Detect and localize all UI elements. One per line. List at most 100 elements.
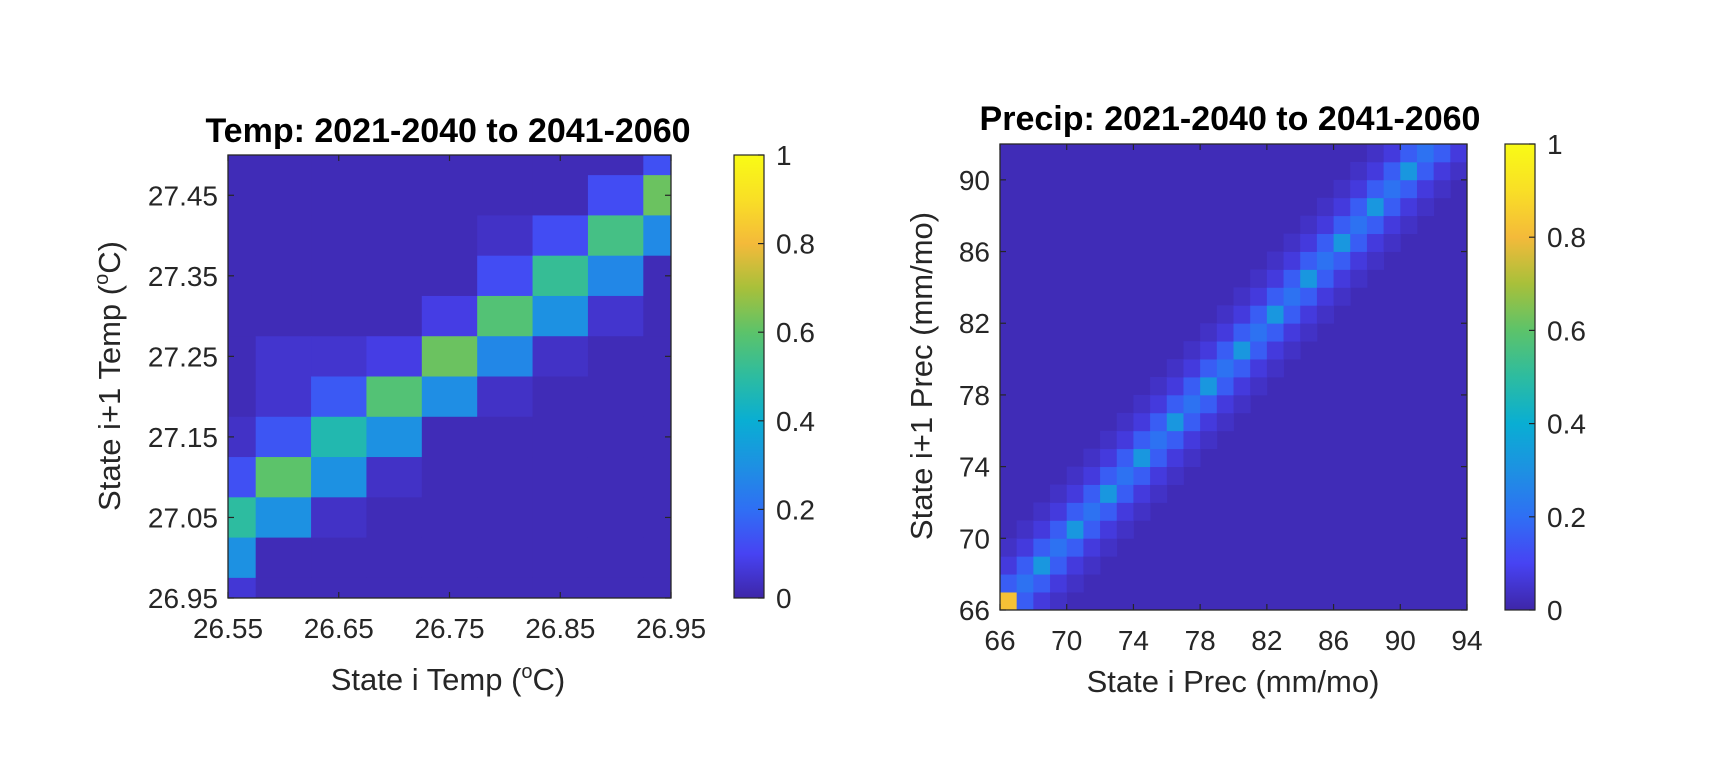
precip-heatmap-cell <box>1450 161 1468 181</box>
precip-heatmap-cell <box>1100 520 1118 539</box>
temp-heatmap-cell <box>477 175 534 216</box>
precip-y-tick-label: 78 <box>959 380 990 411</box>
temp-heatmap-cell <box>643 215 672 257</box>
temp-colorbar-gradient <box>734 155 764 598</box>
temp-heatmap-cell <box>366 376 423 418</box>
temp-heatmap-cell <box>421 175 478 216</box>
precip-axes-box <box>999 143 1468 611</box>
precip-heatmap-cell <box>1366 144 1385 163</box>
temp-heatmap-cell <box>311 537 367 579</box>
precip-heatmap-cell <box>1133 502 1151 521</box>
precip-heatmap-cell <box>1316 215 1334 235</box>
precip-heatmap-cell <box>1350 215 1368 235</box>
temp-heatmap-cell <box>532 577 589 599</box>
precip-y-tick-label: 82 <box>959 308 990 339</box>
precip-heatmap-cell <box>1000 592 1018 611</box>
temp-heatmap-cell <box>477 376 534 418</box>
temp-heatmap-cell <box>587 175 644 216</box>
temp-heatmap-cell <box>366 336 423 377</box>
temp-x-ticks: 26.55 26.65 26.75 26.85 26.95 <box>193 155 706 644</box>
precip-heatmap-cell <box>1366 251 1385 270</box>
precip-heatmap-cell <box>1133 466 1151 485</box>
precip-heatmap-cell <box>1050 556 1068 575</box>
temp-heatmap-cell <box>228 577 257 599</box>
precip-heatmap-cell <box>1116 520 1134 539</box>
precip-heatmap-cell <box>1333 215 1351 235</box>
precip-heatmap-cell <box>1083 556 1101 575</box>
temp-heatmap-cell <box>477 497 534 539</box>
temp-heatmap-cell <box>532 155 589 176</box>
temp-heatmap-cell <box>587 497 644 539</box>
precip-heatmap-cell <box>1216 359 1234 378</box>
precip-heatmap-cell <box>1233 394 1251 414</box>
temp-y-tick-label: 27.05 <box>148 502 218 533</box>
temp-heatmap-cell <box>255 577 312 599</box>
precip-heatmap-cell <box>1083 448 1101 468</box>
precip-heatmap-cell <box>1033 592 1051 611</box>
precip-heatmap-cell <box>1116 484 1134 503</box>
precip-x-tick-label: 66 <box>984 625 1015 656</box>
temp-heatmap-cell <box>366 577 423 599</box>
precip-heatmap-cell <box>1166 448 1184 468</box>
precip-heatmap-cell <box>1016 538 1034 557</box>
temp-heatmap-cell <box>587 376 644 418</box>
precip-heatmap-cell <box>1066 502 1084 521</box>
temp-y-tick-label: 27.25 <box>148 341 218 372</box>
precip-heatmap-cell <box>1183 359 1201 378</box>
precip-heatmap-cell <box>1366 179 1385 199</box>
temp-heatmap-cell <box>587 537 644 579</box>
precip-heatmap-cell <box>1216 394 1234 414</box>
precip-heatmap-cell <box>1283 287 1301 306</box>
precip-heatmap-cell <box>1266 269 1284 288</box>
precip-heatmap-cell <box>1316 305 1334 324</box>
precip-heatmap-cell <box>1166 412 1184 432</box>
precip-heatmap-cell <box>1400 179 1418 199</box>
temp-heatmap-cell <box>477 577 534 599</box>
precip-heatmap-cell <box>1100 502 1118 521</box>
precip-heatmap-cell <box>1300 233 1318 252</box>
precip-y-tick-label: 74 <box>959 452 990 483</box>
temp-title: Temp: 2021-2040 to 2041-2060 <box>205 112 690 150</box>
precip-heatmap-cell <box>1133 484 1151 503</box>
temp-heatmap-cell <box>228 376 257 418</box>
precip-heatmap-cell <box>1250 305 1268 324</box>
temp-colorbar-tick-label: 0.2 <box>776 494 815 525</box>
precip-heatmap-cell <box>1200 323 1218 342</box>
temp-heatmap-cell <box>532 416 589 458</box>
precip-heatmap-cell <box>1100 484 1118 503</box>
temp-heatmap-cell <box>532 175 589 216</box>
temp-y-tick-label: 27.35 <box>148 261 218 292</box>
temp-heatmap-cell <box>532 537 589 579</box>
temp-heatmap-cell <box>643 457 672 498</box>
temp-colorbar-tick-label: 0 <box>776 583 792 614</box>
precip-heatmap-cell <box>1066 484 1084 503</box>
temp-heatmap-cell <box>643 295 672 337</box>
precip-heatmap-cell <box>1066 538 1084 557</box>
precip-x-tick-label: 78 <box>1185 625 1216 656</box>
temp-heatmap-cell <box>587 295 644 337</box>
precip-heatmap-cell <box>1250 377 1268 396</box>
temp-x-axis-label: State i Temp (oC) <box>331 661 566 697</box>
precip-heatmap-cell <box>1050 484 1068 503</box>
temp-heatmap-cell <box>421 577 478 599</box>
precip-heatmap-cell <box>1233 323 1251 342</box>
precip-heatmap-cell <box>1316 269 1334 288</box>
temp-heatmap-cell <box>366 155 423 176</box>
precip-x-tick-label: 82 <box>1251 625 1282 656</box>
precip-heatmap-cell <box>1250 269 1268 288</box>
precip-heatmap-cell <box>1183 430 1201 450</box>
precip-colorbar-tick-label: 0.4 <box>1547 409 1586 440</box>
precip-heatmap-cell <box>1133 448 1151 468</box>
precip-heatmap-cell <box>1383 215 1401 235</box>
precip-heatmap-cell <box>1183 341 1201 360</box>
precip-heatmap-cell <box>1316 287 1334 306</box>
precip-heatmap-cell <box>1400 215 1418 235</box>
precip-heatmap-cell <box>1416 197 1435 217</box>
precip-heatmap-cell <box>1216 305 1234 324</box>
precip-heatmap-cell <box>1383 144 1401 163</box>
precip-heatmap-cell <box>1216 412 1234 432</box>
precip-heatmap-cell <box>1383 161 1401 181</box>
precip-heatmap-cell <box>1066 520 1084 539</box>
precip-heatmap-cell <box>1283 341 1301 360</box>
